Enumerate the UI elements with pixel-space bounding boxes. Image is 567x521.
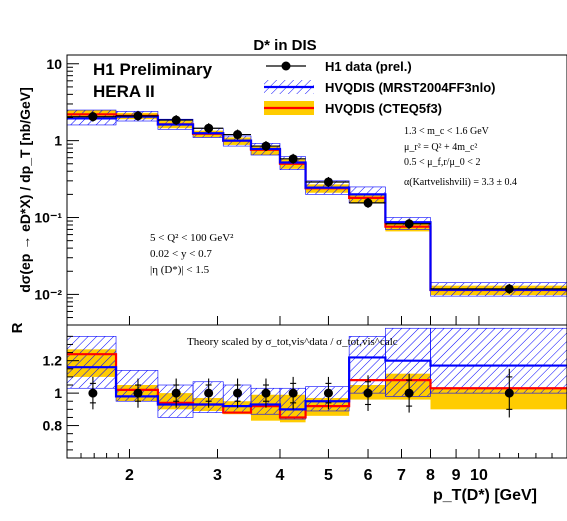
ratio-point-bin-3 xyxy=(171,388,181,398)
x-tick-label-5: 5 xyxy=(324,467,333,484)
ratio-point-bin-6 xyxy=(261,388,271,398)
annotation-eta: |η (D*)| < 1.5 xyxy=(150,264,210,276)
top-y-tick-label-4: 10⁻² xyxy=(34,286,62,302)
legend-item-mrst: HVQDIS (MRST2004FF3nlo) xyxy=(264,80,495,95)
ratio-line-hvqdis-mrst2004ff3nlo xyxy=(67,356,567,411)
x-tick-label-6: 6 xyxy=(364,467,373,484)
ratio-y-tick-label-3: 0.8 xyxy=(43,418,63,434)
ratio-point-bin-9 xyxy=(363,388,373,398)
x-ticks: 2 3 4 5 6 7 8 9 10 xyxy=(80,316,567,484)
ratio-point-bin-2 xyxy=(133,388,143,398)
ratio-y-tick-label-2: 1 xyxy=(54,385,62,401)
data-point-bin-2 xyxy=(133,111,143,121)
legend-label-mrst: HVQDIS (MRST2004FF3nlo) xyxy=(325,80,495,95)
top-y-ticks: 10 1 10⁻¹ 10⁻² xyxy=(34,56,79,326)
legend-label-h1-data: H1 data (prel.) xyxy=(325,59,412,74)
ratio-plot-area xyxy=(66,327,567,423)
ratio-band-hvqdis-mrst2004ff3nlo-bin-11 xyxy=(430,327,567,394)
x-tick-label-3: 3 xyxy=(213,467,222,484)
ratio-point-bin-10 xyxy=(404,388,414,398)
x-axis-label: p_T(D*) [GeV] xyxy=(433,487,537,504)
legend-marker-h1-data xyxy=(281,61,291,71)
data-point-bin-11 xyxy=(504,284,514,294)
ratio-y-axis-label: R xyxy=(9,322,26,333)
data-point-bin-9 xyxy=(363,198,373,208)
hera-ii-label: HERA II xyxy=(93,82,155,101)
annotation-y: 0.02 < y < 0.7 xyxy=(150,248,212,260)
ratio-point-bin-1 xyxy=(88,388,98,398)
legend: H1 data (prel.) HVQDIS (MRST2004FF3nlo) … xyxy=(264,59,495,116)
h1-preliminary-label: H1 Preliminary xyxy=(93,60,213,79)
ratio-point-bin-4 xyxy=(204,388,214,398)
top-y-tick-label-3: 10⁻¹ xyxy=(34,210,62,226)
cuts: 5 < Q² < 100 GeV² 0.02 < y < 0.7 |η (D*)… xyxy=(150,232,234,276)
ratio-point-bin-11 xyxy=(504,388,514,398)
ratio-band-hvqdis-mrst2004ff3nlo-bin-1 xyxy=(66,336,117,389)
ratio-point-bin-7 xyxy=(288,388,298,398)
top-y-tick-label-1: 10 xyxy=(46,56,62,72)
legend-item-cteq: HVQDIS (CTEQ5f3) xyxy=(264,101,442,116)
data-point-bin-10 xyxy=(404,219,414,229)
x-tick-label-10: 10 xyxy=(470,467,488,484)
annotation-mc: 1.3 < m_c < 1.6 GeV xyxy=(404,126,490,137)
x-tick-label-7: 7 xyxy=(397,467,406,484)
top-plot-area xyxy=(66,109,567,297)
data-point-bin-6 xyxy=(261,141,271,151)
ratio-y-tick-label-1: 1.2 xyxy=(43,353,63,369)
x-tick-label-2: 2 xyxy=(125,467,134,484)
bottom-plot-border xyxy=(66,324,567,459)
bottom-panel: 1.2 1 0.8 2 3 4 5 6 7 8 9 10 Theory scaled by σ_to… xyxy=(9,316,567,504)
annotation-alpha: α(Kartvelishvili) = 3.3 ± 0.4 xyxy=(404,177,517,188)
x-tick-label-4: 4 xyxy=(276,467,285,484)
data-point-bin-7 xyxy=(288,154,298,164)
data-point-bin-4 xyxy=(204,123,214,133)
top-y-axis-label: dσ(ep → eD*X) / dp_T [nb/GeV] xyxy=(17,87,33,293)
top-panel: 10 1 10⁻¹ 10⁻² H1 Preliminary HERA II H1 da… xyxy=(17,54,567,326)
legend-item-h1-data: H1 data (prel.) xyxy=(266,59,412,74)
ratio-point-bin-5 xyxy=(233,388,243,398)
legend-label-cteq: HVQDIS (CTEQ5f3) xyxy=(325,101,442,116)
data-point-bin-8 xyxy=(323,177,333,187)
bottom-y-ticks: 1.2 1 0.8 xyxy=(43,335,79,451)
ratio-annotation: Theory scaled by σ_tot,vis^data / σ_tot,… xyxy=(187,336,398,348)
annotation-muf: 0.5 < μ_f,r/μ_0 < 2 xyxy=(404,157,480,168)
chart-title: D* in DIS xyxy=(253,37,316,54)
ratio-point-bin-8 xyxy=(323,388,333,398)
data-point-bin-3 xyxy=(171,115,181,125)
x-tick-label-8: 8 xyxy=(426,467,435,484)
theory-parameters: 1.3 < m_c < 1.6 GeV μ_r² = Q² + 4m_c² 0.… xyxy=(404,126,517,188)
ratio-band-hvqdis-cteq5f3-bin-11 xyxy=(430,388,567,410)
data-point-bin-1 xyxy=(88,112,98,122)
data-point-bin-5 xyxy=(233,130,243,140)
annotation-q2: 5 < Q² < 100 GeV² xyxy=(150,232,234,244)
top-y-tick-label-2: 1 xyxy=(54,133,62,149)
annotation-mur: μ_r² = Q² + 4m_c² xyxy=(404,142,477,153)
x-tick-label-9: 9 xyxy=(452,467,461,484)
